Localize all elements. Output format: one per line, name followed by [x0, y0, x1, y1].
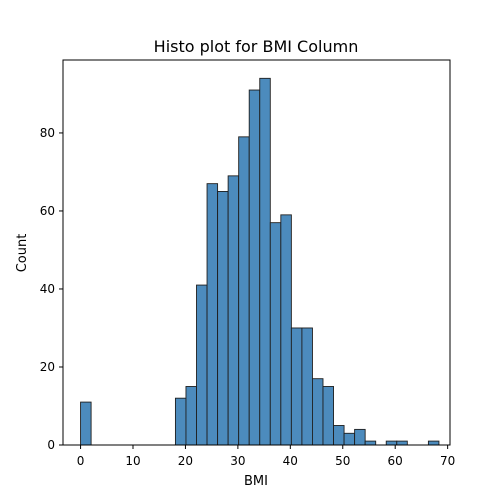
histogram-bar	[364, 440, 377, 446]
histogram-bar	[259, 77, 271, 446]
histogram-bar	[333, 425, 345, 446]
y-tick-label: 0	[47, 438, 55, 452]
histogram-bar	[290, 327, 303, 446]
x-tick-label: 0	[77, 454, 85, 468]
x-tick-label: 50	[335, 454, 350, 468]
histogram-bar	[227, 175, 240, 446]
y-axis-ticks: 0 20 40 60 80	[40, 126, 63, 452]
histogram-bar	[385, 440, 398, 446]
x-axis-label: BMI	[244, 474, 268, 489]
histogram-bar	[354, 428, 366, 446]
x-tick-label: 70	[440, 454, 455, 468]
histogram-bar	[301, 327, 313, 446]
histogram-bar	[312, 378, 324, 446]
histogram-bar	[80, 401, 92, 446]
histogram-bar	[185, 386, 197, 446]
histogram-bar	[269, 222, 282, 446]
y-tick-label: 20	[40, 360, 55, 374]
bars-group	[80, 77, 440, 446]
x-tick-label: 20	[178, 454, 193, 468]
histogram-bar	[196, 284, 208, 446]
x-axis-ticks: 0 10 20 30 40 50 60 70	[77, 445, 455, 468]
plot-frame	[62, 59, 451, 446]
histogram-bar	[217, 191, 229, 446]
y-axis-label: Count	[15, 234, 30, 273]
histogram-bar	[343, 432, 356, 446]
histogram-bar	[174, 397, 187, 446]
chart-title: Histo plot for BMI Column	[154, 37, 359, 56]
histogram-bar	[427, 440, 440, 446]
x-tick-label: 60	[388, 454, 403, 468]
x-tick-label: 10	[125, 454, 140, 468]
histogram-bar	[238, 136, 250, 446]
histogram-bar	[396, 440, 408, 446]
x-tick-label: 30	[230, 454, 245, 468]
histogram-bar	[322, 386, 334, 446]
histogram-bar	[206, 183, 219, 446]
histogram-bar	[248, 89, 261, 446]
y-tick-label: 40	[40, 282, 55, 296]
histogram-bar	[280, 214, 292, 446]
x-tick-label: 40	[283, 454, 298, 468]
y-tick-label: 60	[40, 204, 55, 218]
y-tick-label: 80	[40, 126, 55, 140]
